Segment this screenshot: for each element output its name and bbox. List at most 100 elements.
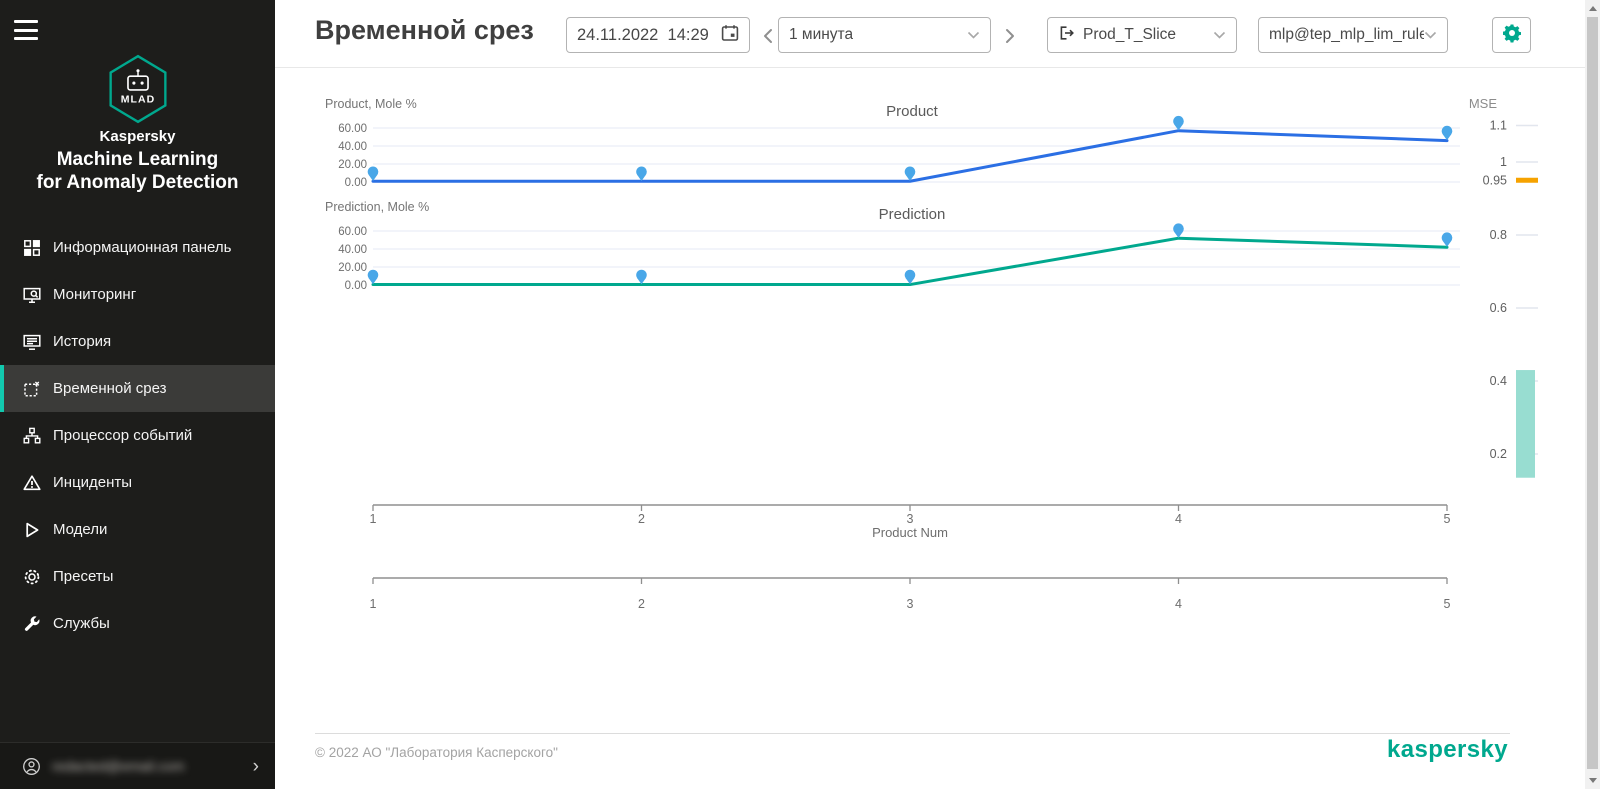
data-point-marker[interactable] — [367, 269, 379, 285]
svg-text:0.8: 0.8 — [1490, 228, 1507, 242]
svg-text:20.00: 20.00 — [338, 262, 367, 274]
data-point-marker[interactable] — [1441, 125, 1453, 141]
chevron-down-icon — [1213, 26, 1226, 44]
brand-block: Kaspersky Machine Learning for Anomaly D… — [0, 128, 275, 194]
sidebar-item-label: Информационная панель — [53, 239, 232, 256]
data-point-marker[interactable] — [1173, 115, 1184, 131]
svg-text:0.00: 0.00 — [345, 280, 367, 292]
svg-text:5: 5 — [1444, 512, 1451, 526]
sidebar-item-label: Пресеты — [53, 568, 114, 585]
svg-text:2: 2 — [638, 512, 645, 526]
scroll-up-arrow[interactable] — [1585, 0, 1600, 16]
sidebar-item-label: Модели — [53, 521, 108, 538]
data-point-marker[interactable] — [904, 166, 916, 181]
slice-value: Prod_T_Slice — [1083, 26, 1177, 43]
page-title: Временной срез — [315, 15, 534, 45]
brand-product-line2: for Anomaly Detection — [36, 172, 239, 193]
chevron-right-icon[interactable]: › — [252, 755, 259, 777]
chevron-right-icon — [1006, 29, 1014, 43]
sidebar-item-models[interactable]: Модели — [0, 506, 275, 553]
svg-text:Prediction, Mole %: Prediction, Mole % — [325, 200, 429, 214]
svg-text:40.00: 40.00 — [338, 244, 367, 256]
svg-text:0.00: 0.00 — [345, 177, 367, 189]
data-point-marker[interactable] — [904, 269, 916, 285]
sidebar-item-services[interactable]: Службы — [0, 600, 275, 647]
data-point-marker[interactable] — [636, 166, 647, 181]
prev-interval-button[interactable] — [757, 24, 779, 48]
brand-product-line1: Machine Learning — [56, 149, 219, 170]
sidebar-item-label: Процессор событий — [53, 427, 193, 444]
menu-toggle-button[interactable] — [14, 20, 38, 40]
svg-text:3: 3 — [907, 597, 914, 611]
sidebar-item-label: Службы — [53, 615, 110, 632]
chevron-left-icon — [764, 29, 772, 43]
svg-text:0.95: 0.95 — [1483, 173, 1507, 187]
header-divider — [275, 67, 1585, 68]
interval-select[interactable]: 1 минута — [778, 17, 991, 53]
svg-text:20.00: 20.00 — [338, 159, 367, 171]
svg-text:1: 1 — [370, 512, 377, 526]
datetime-value: 24.11.2022 14:29 — [577, 25, 709, 44]
scroll-down-arrow[interactable] — [1585, 773, 1600, 789]
scrollbar-thumb[interactable] — [1587, 17, 1598, 769]
svg-text:60.00: 60.00 — [338, 226, 367, 238]
svg-text:3: 3 — [907, 512, 914, 526]
svg-text:Prediction: Prediction — [879, 206, 946, 223]
chevron-down-icon — [967, 26, 980, 44]
svg-text:MSE: MSE — [1469, 96, 1498, 111]
slice-select[interactable]: Prod_T_Slice — [1047, 17, 1237, 53]
user-account-row[interactable]: redacted@email.com › — [0, 742, 275, 789]
sidebar-item-presets[interactable]: Пресеты — [0, 553, 275, 600]
mlad-logo-text: MLAD — [120, 95, 155, 106]
history-icon — [23, 333, 41, 351]
user-avatar-icon — [22, 757, 41, 776]
svg-text:2: 2 — [638, 597, 645, 611]
copyright: © 2022 АО "Лаборатория Касперского" — [315, 745, 558, 760]
calendar-icon — [721, 24, 739, 47]
model-select[interactable]: mlp@tep_mlp_lim_rule... — [1258, 17, 1448, 53]
vertical-scrollbar[interactable] — [1585, 0, 1600, 789]
user-email: redacted@email.com — [52, 758, 185, 774]
sidebar-item-time-slice[interactable]: Временной срез — [0, 365, 275, 412]
sidebar-item-label: История — [53, 333, 112, 350]
svg-text:4: 4 — [1175, 597, 1182, 611]
sidebar-nav: Информационная панель Мониторинг История Вр… — [0, 224, 275, 647]
main-content: Временной срез 24.11.2022 14:29 1 минута… — [275, 0, 1585, 789]
data-point-marker[interactable] — [367, 166, 379, 181]
svg-text:1.1: 1.1 — [1490, 119, 1507, 133]
svg-text:5: 5 — [1444, 597, 1451, 611]
sidebar-item-history[interactable]: История — [0, 318, 275, 365]
sidebar-item-incidents[interactable]: Инциденты — [0, 459, 275, 506]
brand-kaspersky: Kaspersky — [99, 128, 176, 145]
data-point-marker[interactable] — [636, 269, 647, 285]
export-icon — [1058, 24, 1076, 47]
interval-value: 1 минута — [789, 26, 854, 43]
sidebar-item-label: Инциденты — [53, 474, 133, 491]
svg-text:Product Num: Product Num — [872, 525, 948, 540]
svg-text:4: 4 — [1175, 512, 1182, 526]
settings-button[interactable] — [1492, 17, 1531, 53]
svg-text:Product: Product — [886, 103, 939, 120]
sidebar-item-label: Мониторинг — [53, 286, 137, 303]
model-value: mlp@tep_mlp_lim_rule... — [1269, 26, 1424, 43]
datetime-picker[interactable]: 24.11.2022 14:29 — [566, 17, 750, 53]
event-processor-icon — [23, 427, 41, 445]
mlad-logo: MLAD — [0, 54, 275, 124]
chevron-down-icon — [1424, 26, 1437, 44]
svg-text:0.2: 0.2 — [1490, 447, 1507, 461]
svg-text:60.00: 60.00 — [338, 123, 367, 135]
incidents-icon — [23, 474, 41, 492]
svg-text:1: 1 — [1500, 155, 1507, 169]
sidebar-item-event-processor[interactable]: Процессор событий — [0, 412, 275, 459]
sidebar-item-dashboard[interactable]: Информационная панель — [0, 224, 275, 271]
data-point-marker[interactable] — [1173, 223, 1184, 238]
sidebar-item-label: Временной срез — [53, 380, 167, 397]
presets-icon — [23, 568, 41, 586]
dashboard-icon — [23, 239, 41, 257]
next-interval-button[interactable] — [999, 24, 1021, 48]
data-point-marker[interactable] — [1441, 232, 1453, 247]
sidebar-item-monitoring[interactable]: Мониторинг — [0, 271, 275, 318]
sidebar: MLAD Kaspersky Machine Learning for Anom… — [0, 0, 275, 789]
